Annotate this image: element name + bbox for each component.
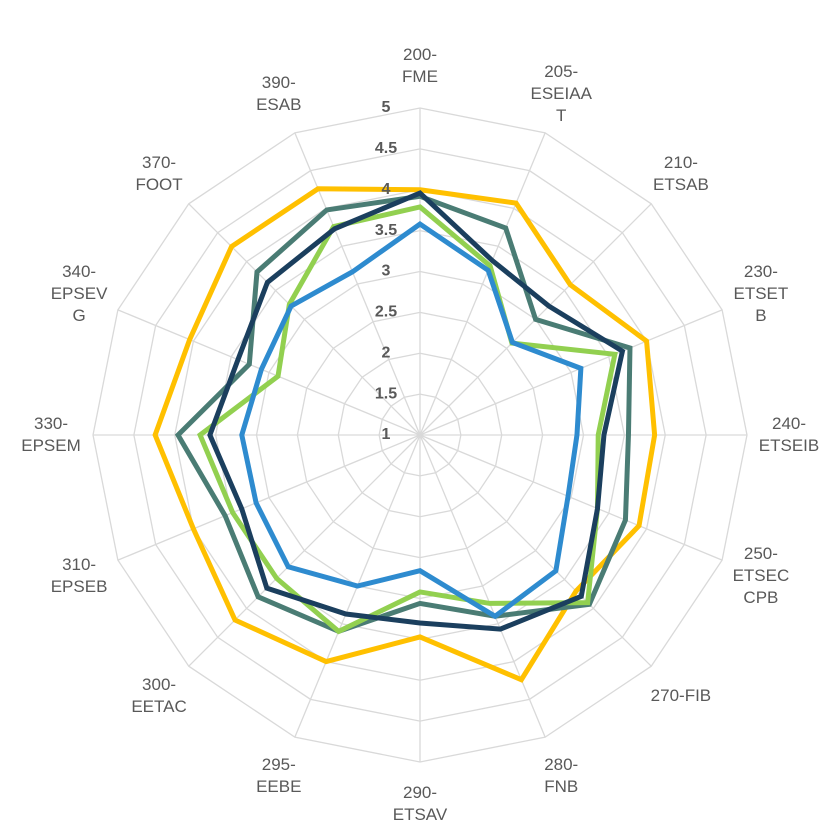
spoke: [117, 309, 421, 436]
category-label: 300-EETAC: [131, 674, 187, 716]
spoke: [188, 203, 421, 436]
spoke: [188, 434, 421, 667]
r-tick-label: 4.5: [375, 140, 397, 157]
r-tick-label: 2: [382, 344, 391, 361]
category-label: 295-EEBE: [256, 754, 302, 796]
category-label: 240-ETSEIB: [758, 414, 820, 455]
series-line: [197, 204, 618, 635]
spoke: [419, 309, 723, 436]
category-label: 310-EPSEB: [50, 555, 108, 597]
spoke: [419, 434, 723, 561]
category-label: 230-ETSETB: [733, 261, 789, 325]
category-label: 390-ESAB: [256, 73, 302, 115]
category-label: 340-EPSEVG: [50, 261, 108, 325]
r-tick-label: 3.5: [375, 222, 397, 239]
category-label: 200-FME: [402, 45, 438, 86]
series-line: [239, 221, 584, 620]
r-tick-label: 1: [382, 426, 391, 443]
category-label: 270-FIB: [650, 685, 712, 705]
r-tick-label: 1.5: [375, 385, 397, 402]
category-label: 370-FOOT: [135, 153, 183, 195]
spoke: [419, 434, 652, 667]
category-label: 330-EPSEM: [21, 414, 81, 455]
spoke: [419, 132, 546, 436]
spoke: [419, 434, 546, 738]
r-tick-label: 5: [382, 99, 391, 116]
category-label: 250-ETSECCPB: [732, 544, 790, 608]
category-label: 290-ETSAV: [392, 783, 448, 824]
r-tick-label: 3: [382, 263, 391, 280]
category-label: 280-FNB: [544, 754, 579, 796]
spoke: [294, 132, 421, 436]
category-label: 205-ESEIAAT: [530, 62, 592, 126]
r-tick-label: 4: [382, 181, 391, 198]
r-tick-label: 2.5: [375, 304, 397, 321]
category-label: 210-ETSAB: [653, 153, 709, 195]
series-line: [152, 186, 658, 683]
series-line: [207, 190, 626, 632]
spoke: [117, 434, 421, 561]
